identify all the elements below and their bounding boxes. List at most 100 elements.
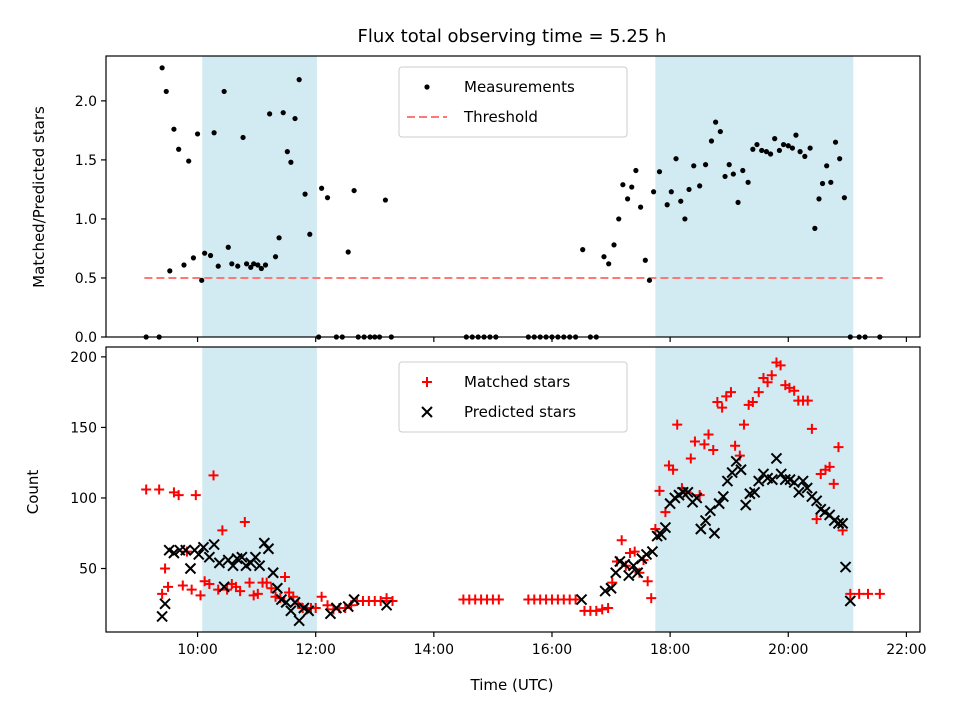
predicted-star-point-13 — [218, 581, 230, 593]
measurement-point-36 — [307, 231, 313, 237]
matched-star-point-99 — [725, 387, 736, 398]
measurement-point-17 — [225, 244, 231, 250]
predicted-star-point-48 — [640, 548, 653, 561]
matched-star-point-69 — [591, 605, 602, 616]
measurement-point-27 — [267, 111, 273, 117]
measurement-point-85 — [678, 198, 684, 204]
measurement-point-103 — [763, 149, 770, 155]
matched-star-point-96 — [712, 397, 723, 408]
measurement-point-88 — [691, 163, 697, 169]
matched-star-point-6 — [173, 490, 184, 501]
matched-star-point-77 — [629, 546, 640, 557]
predicted-star-point-28 — [285, 605, 297, 617]
bottom-x-tick-label-0: 10:00 — [177, 642, 217, 658]
predicted-star-point-67 — [726, 466, 738, 479]
predicted-star-point-94 — [844, 595, 857, 607]
predicted-star-point-43 — [618, 558, 631, 570]
predicted-star-point-57 — [682, 486, 694, 499]
matched-star-point-125 — [845, 588, 856, 599]
matched-star-point-39 — [322, 600, 333, 611]
matched-star-point-57 — [493, 594, 504, 605]
measurement-point-2 — [159, 65, 165, 71]
matched-star-point-71 — [603, 603, 614, 614]
predicted-star-point-52 — [659, 521, 672, 534]
measurement-point-43 — [351, 187, 357, 194]
bottom-legend-marker-1 — [421, 406, 433, 418]
matched-star-point-48 — [375, 595, 386, 606]
top-y-tick-label-2: 1.0 — [75, 212, 97, 228]
measurement-point-118 — [828, 179, 834, 185]
matched-star-point-127 — [863, 588, 874, 599]
top-y-tick-label-1: 0.5 — [75, 271, 97, 287]
matched-star-point-118 — [811, 514, 822, 525]
predicted-star-point-46 — [631, 567, 644, 579]
measurement-point-107 — [780, 141, 787, 148]
measurement-point-90 — [702, 162, 709, 168]
measurement-point-106 — [776, 147, 783, 154]
measurement-point-66 — [580, 247, 586, 253]
measurement-point-74 — [624, 196, 631, 202]
measurement-point-6 — [176, 146, 182, 152]
measurement-point-102 — [759, 147, 765, 154]
predicted-star-point-30 — [293, 615, 305, 627]
measurement-point-110 — [793, 132, 799, 138]
measurement-point-99 — [745, 179, 751, 185]
measurement-point-16 — [221, 88, 227, 95]
matched-star-point-100 — [730, 440, 741, 451]
predicted-star-point-66 — [721, 475, 734, 487]
top-legend-marker-0 — [424, 84, 430, 90]
top-y-tick-label-3: 1.5 — [75, 153, 97, 169]
predicted-star-point-6 — [184, 562, 197, 575]
predicted-star-point-32 — [302, 605, 315, 617]
matched-star-point-128 — [874, 588, 885, 599]
matched-star-point-80 — [642, 576, 653, 587]
matched-star-point-123 — [833, 442, 844, 453]
predicted-star-point-65 — [717, 490, 730, 503]
bottom-count-points — [141, 357, 885, 627]
top-legend-label-1: Threshold — [463, 108, 538, 126]
measurement-point-9 — [190, 255, 197, 261]
matched-star-point-76 — [624, 547, 635, 558]
bottom-panel: 10:00 12:00 14:00 16:00 18:00 20:00 22:00 50 100… — [24, 346, 927, 694]
top-legend-label-0: Measurements — [464, 78, 575, 96]
measurement-point-75 — [629, 184, 635, 190]
measurement-point-69 — [601, 254, 607, 260]
measurement-point-29 — [276, 235, 282, 241]
measurement-point-79 — [646, 277, 653, 283]
measurement-point-20 — [240, 134, 246, 141]
measurement-point-23 — [251, 261, 257, 267]
predicted-star-point-84 — [801, 482, 813, 494]
measurement-point-30 — [280, 110, 286, 116]
predicted-star-point-24 — [267, 567, 279, 579]
matched-star-point-83 — [654, 485, 665, 496]
predicted-star-point-60 — [695, 523, 707, 535]
measurement-point-25 — [258, 265, 264, 272]
measurement-point-97 — [735, 199, 741, 206]
measurement-point-77 — [637, 204, 644, 210]
predicted-star-point-44 — [623, 569, 635, 582]
bottom-frame — [105, 346, 921, 633]
predicted-star-point-3 — [168, 547, 180, 559]
matched-star-point-11 — [195, 590, 206, 601]
matched-star-point-9 — [186, 584, 197, 595]
top-axes: 0.0 0.5 1.0 1.5 2.0 — [75, 55, 921, 346]
measurement-point-71 — [611, 242, 617, 248]
measurement-point-70 — [606, 261, 612, 267]
matched-star-point-3 — [160, 563, 171, 574]
predicted-star-point-12 — [213, 557, 226, 569]
predicted-star-point-62 — [704, 504, 717, 517]
predicted-star-point-39 — [599, 585, 611, 597]
matched-star-point-102 — [738, 419, 749, 430]
measurement-point-24 — [255, 262, 261, 268]
measurement-point-10 — [194, 131, 201, 137]
measurement-point-49 — [382, 197, 389, 203]
matched-star-point-24 — [252, 588, 263, 599]
bottom-x-tick-label-2: 14:00 — [414, 642, 454, 658]
matched-star-point-70 — [597, 604, 608, 615]
measurement-point-3 — [163, 88, 169, 95]
bottom-x-tick-label-3: 16:00 — [532, 642, 572, 658]
predicted-star-point-91 — [832, 517, 845, 530]
measurement-point-80 — [650, 189, 657, 195]
predicted-star-point-51 — [655, 528, 667, 541]
